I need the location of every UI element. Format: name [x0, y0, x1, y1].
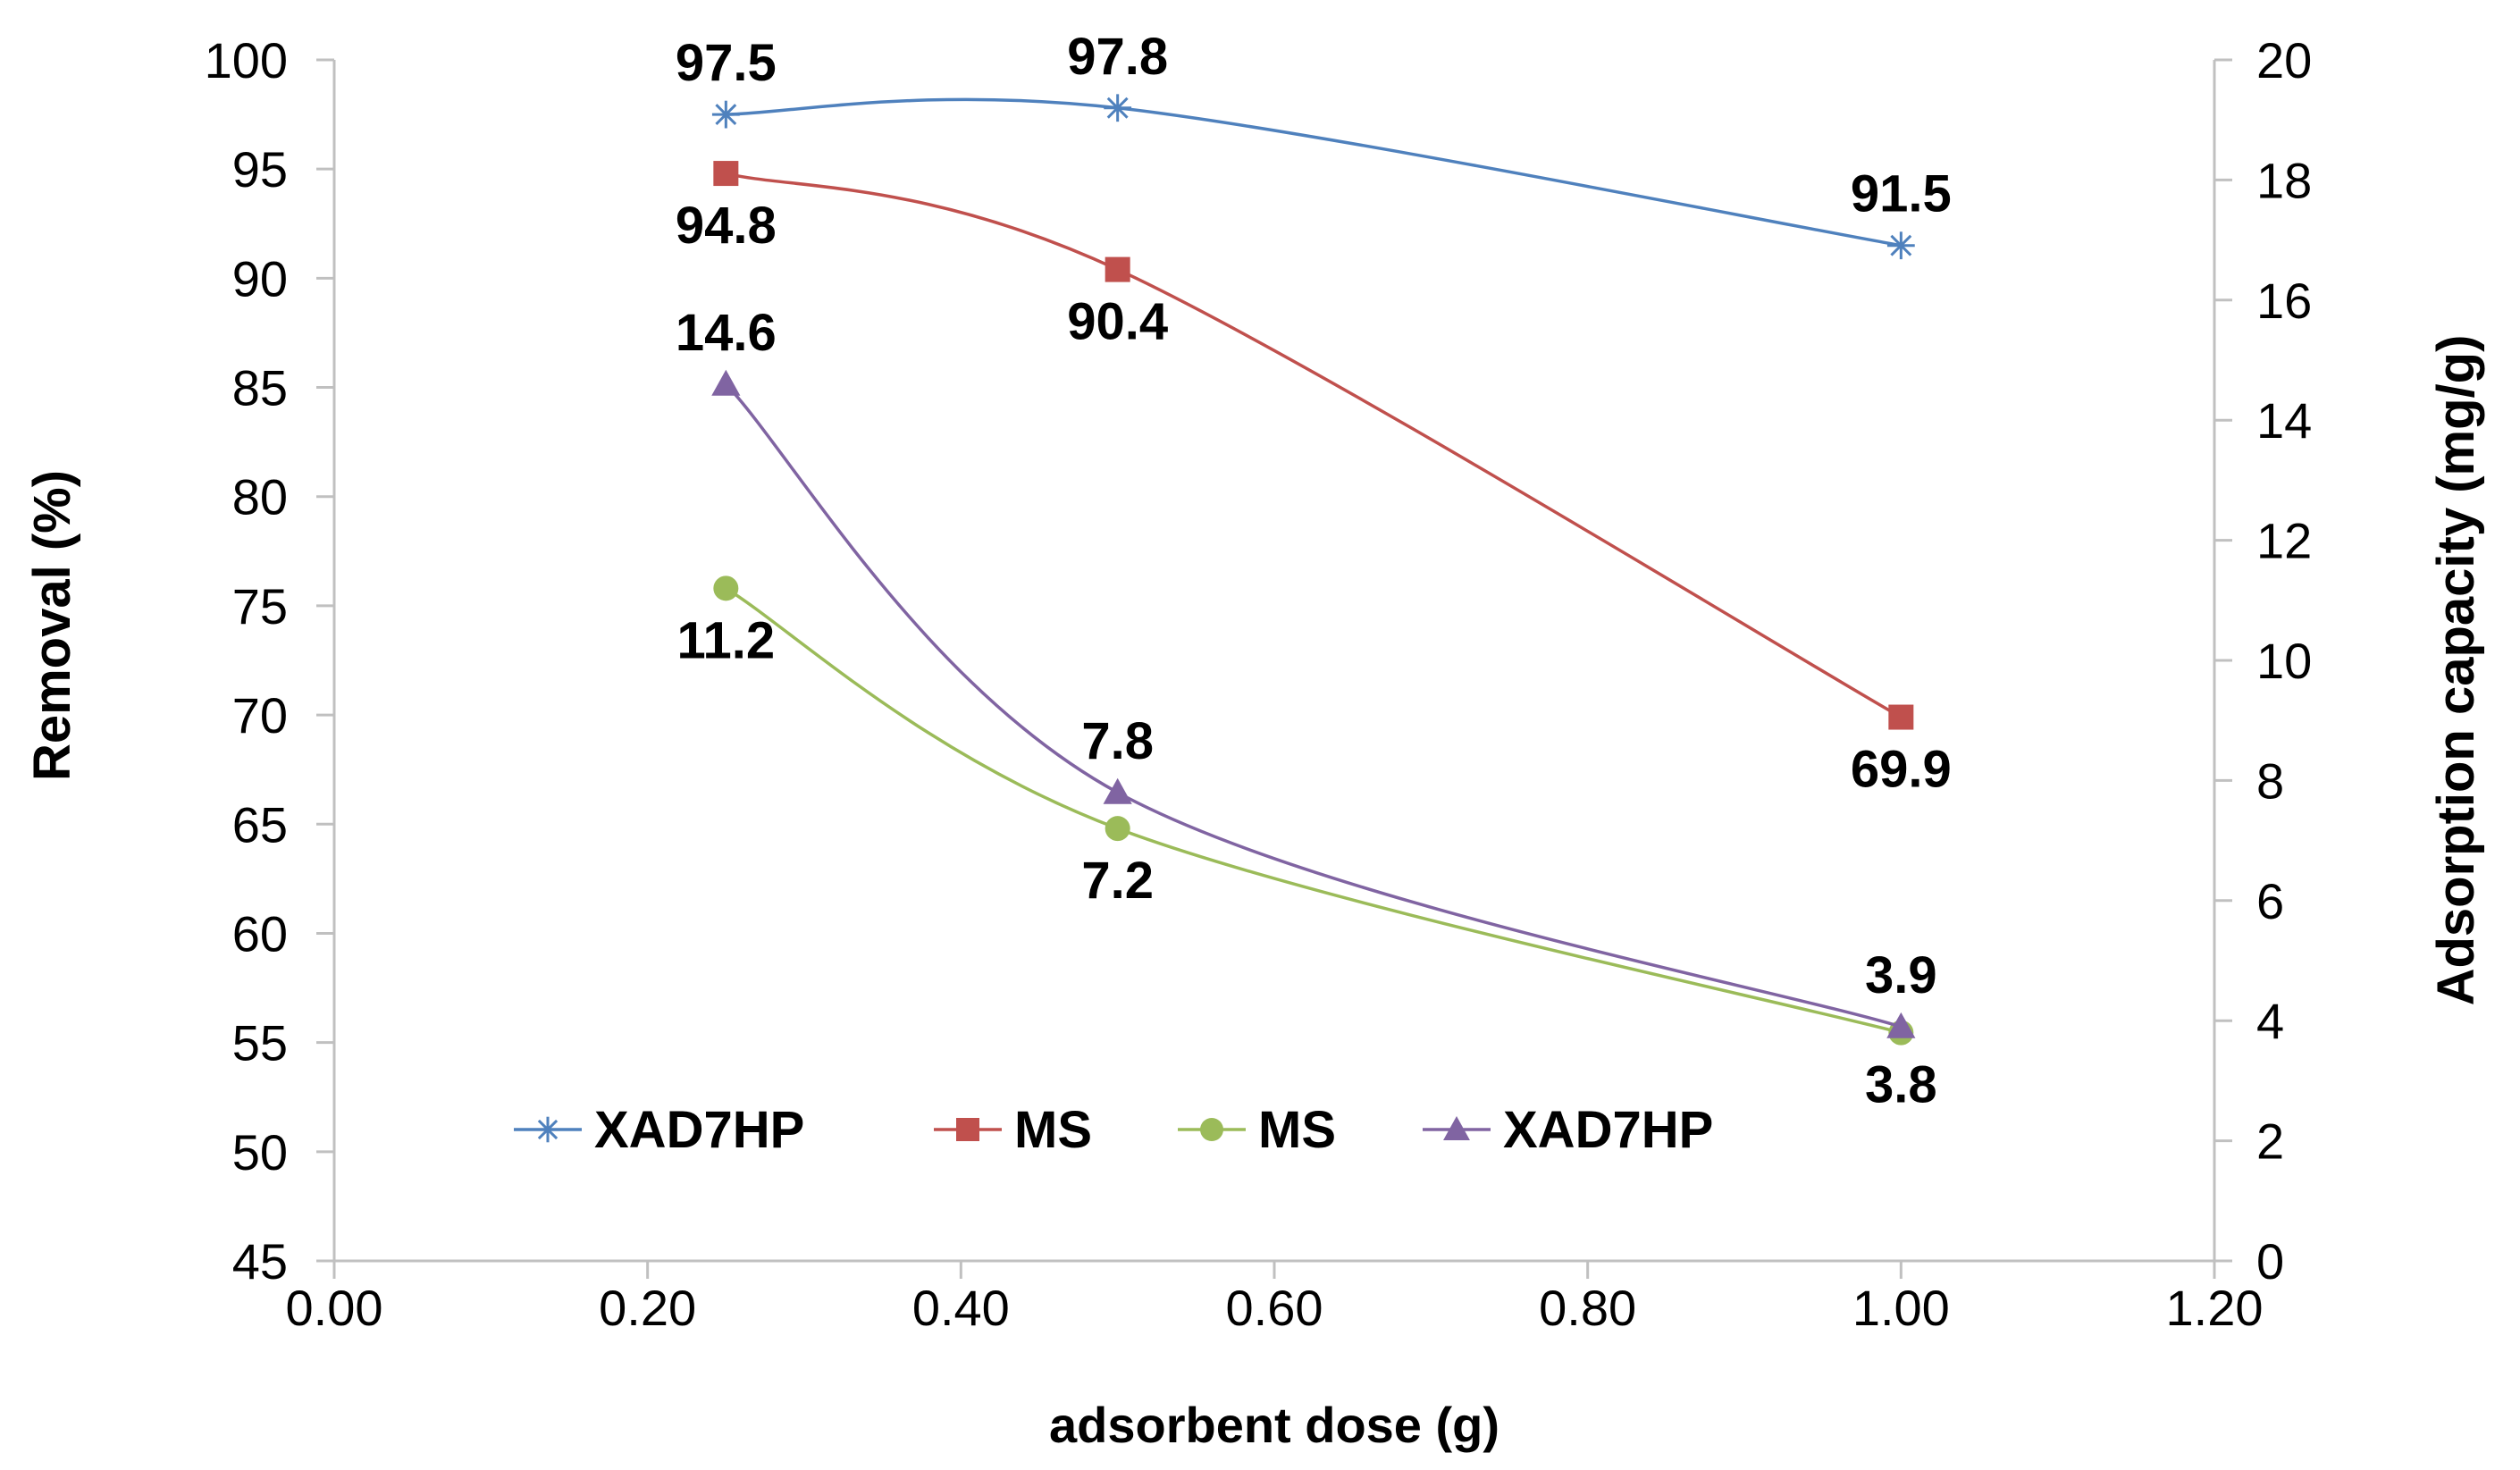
- right-y-tick-label: 20: [2256, 32, 2312, 88]
- x-tick-label: 0.80: [1539, 1280, 1636, 1336]
- x-axis-title: adsorbent dose (g): [1049, 1397, 1499, 1453]
- legend-item-0: XAD7HP: [514, 1101, 804, 1159]
- x-tick-label: 0.40: [912, 1280, 1010, 1336]
- legend-item-3: XAD7HP: [1423, 1101, 1713, 1159]
- data-point-marker: [1103, 777, 1132, 804]
- right-y-tick-label: 4: [2256, 993, 2284, 1049]
- right-y-tick-label: 0: [2256, 1233, 2284, 1289]
- right-y-tick-label: 16: [2256, 273, 2312, 329]
- data-labels-layer: 97.5 97.8 91.5 94.8 90.4 69.9 11.2 7.2 3.8 14.6 7.…: [676, 28, 1952, 1114]
- data-point-marker: [713, 161, 739, 187]
- axes-layer: 45 50 55 60 65 70 75 80 85 90 95 100 0 2 4 6 8 10 12 14 16 18…: [23, 32, 2485, 1453]
- legend-label-2: MS: [1258, 1101, 1336, 1159]
- legend-marker-2: [1200, 1118, 1223, 1141]
- data-point-marker: [1105, 816, 1130, 842]
- right-y-tick-label: 2: [2256, 1113, 2284, 1170]
- legend-label-0: XAD7HP: [594, 1101, 804, 1159]
- legend-item-1: MS: [934, 1101, 1092, 1159]
- data-label: 14.6: [676, 304, 777, 362]
- left-y-tick-label: 85: [232, 360, 288, 416]
- left-y-tick-label: 75: [232, 578, 288, 634]
- left-y-tick-label: 45: [232, 1233, 288, 1289]
- data-point-marker: [1105, 256, 1130, 282]
- data-point-marker: [1886, 231, 1915, 260]
- series-line-2: [725, 586, 1902, 1035]
- data-label: 97.5: [676, 34, 777, 92]
- left-y-tick-label: 70: [232, 687, 288, 743]
- legend: XAD7HP MS MS XAD7HP: [514, 1101, 1713, 1159]
- data-point-marker: [711, 100, 740, 129]
- data-label: 7.8: [1081, 712, 1154, 770]
- data-point-marker: [1886, 1012, 1916, 1038]
- x-tick-label: 1.20: [2166, 1280, 2264, 1336]
- right-y-tick-label: 14: [2256, 392, 2312, 449]
- left-y-tick-label: 60: [232, 905, 288, 962]
- legend-label-1: MS: [1014, 1101, 1092, 1159]
- x-tick-label: 0.00: [286, 1280, 383, 1336]
- left-y-tick-label: 55: [232, 1015, 288, 1071]
- legend-item-2: MS: [1178, 1101, 1336, 1159]
- data-point-marker: [1104, 94, 1132, 122]
- data-label: 11.2: [676, 611, 775, 669]
- data-point-marker: [713, 575, 739, 601]
- left-y-axis-title: Removal (%): [23, 470, 81, 781]
- data-point-marker: [1888, 704, 1914, 730]
- series-line-3: [725, 382, 1902, 1029]
- left-y-tick-label: 80: [232, 469, 288, 525]
- data-label: 3.9: [1865, 946, 1937, 1004]
- right-y-tick-label: 10: [2256, 633, 2312, 689]
- series-line-0: [726, 97, 1902, 248]
- right-y-tick-label: 18: [2256, 152, 2312, 208]
- data-label: 94.8: [676, 197, 777, 255]
- data-label: 7.2: [1081, 852, 1154, 910]
- data-point-marker: [711, 369, 741, 396]
- legend-marker-1: [956, 1118, 979, 1141]
- left-y-tick-label: 65: [232, 796, 288, 853]
- left-y-tick-label: 50: [232, 1124, 288, 1180]
- series-layer: [711, 94, 1916, 1046]
- x-tick-label: 0.20: [599, 1280, 696, 1336]
- x-tick-label: 0.60: [1226, 1280, 1323, 1336]
- right-y-tick-label: 6: [2256, 873, 2284, 929]
- series-line-1: [725, 172, 1903, 719]
- left-y-tick-label: 100: [205, 32, 288, 88]
- left-y-tick-label: 95: [232, 141, 288, 197]
- right-y-tick-label: 12: [2256, 513, 2312, 569]
- legend-label-3: XAD7HP: [1503, 1101, 1713, 1159]
- legend-marker-0: [534, 1116, 561, 1143]
- data-label: 90.4: [1067, 293, 1168, 351]
- left-y-tick-label: 90: [232, 250, 288, 307]
- data-label: 97.8: [1067, 28, 1168, 86]
- data-label: 69.9: [1851, 741, 1952, 799]
- right-y-axis-title: Adsorption capacity (mg/g): [2427, 335, 2485, 1006]
- data-label: 91.5: [1851, 165, 1952, 223]
- data-label: 3.8: [1865, 1056, 1937, 1114]
- legend-marker-3: [1443, 1116, 1470, 1140]
- x-tick-label: 1.00: [1852, 1280, 1950, 1336]
- right-y-tick-label: 8: [2256, 752, 2284, 809]
